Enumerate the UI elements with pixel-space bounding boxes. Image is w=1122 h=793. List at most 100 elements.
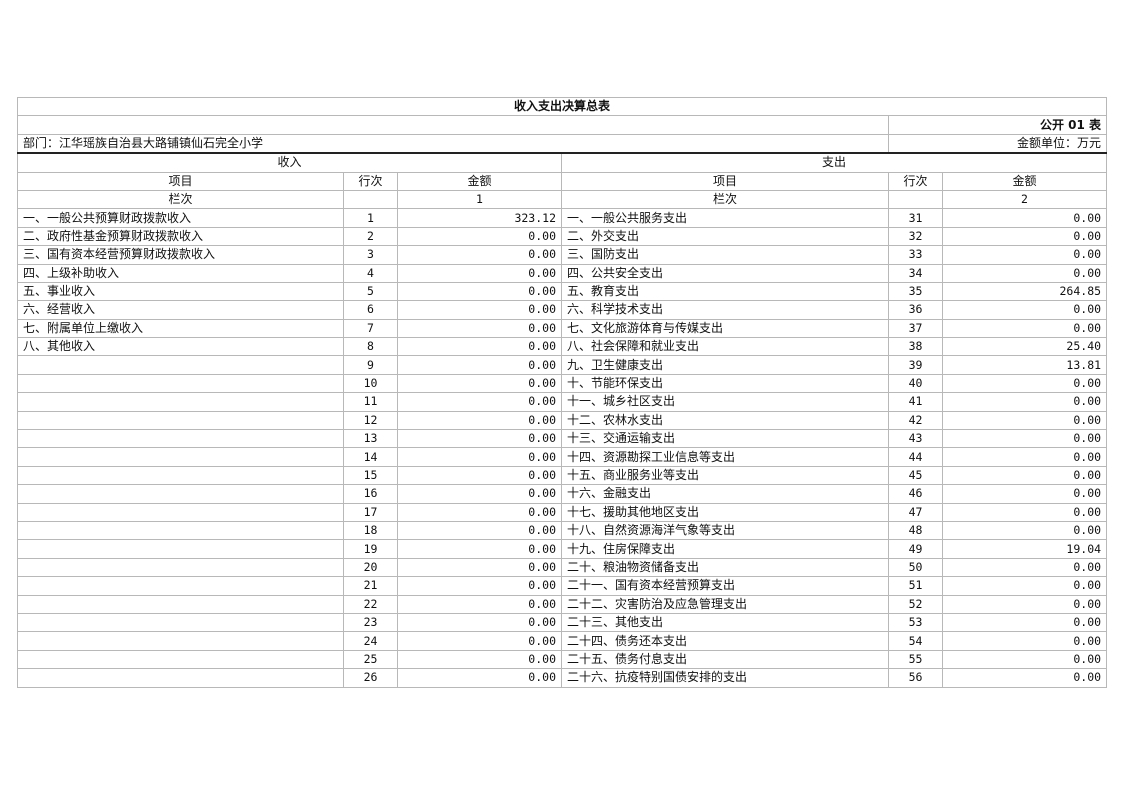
table-row: 10 0.00 十、节能环保支出 40 0.00 <box>17 373 1108 394</box>
income-item <box>17 520 344 541</box>
expense-item: 一、一般公共服务支出 <box>561 208 889 228</box>
expense-amount: 0.00 <box>941 208 1108 228</box>
expense-amount: 0.00 <box>941 649 1108 670</box>
income-row-no: 22 <box>343 594 398 614</box>
income-row-no: 9 <box>343 355 398 375</box>
form-code-row: 公开 01 表 <box>17 115 1108 135</box>
expense-amount: 0.00 <box>941 631 1108 651</box>
expense-amount: 0.00 <box>941 429 1108 449</box>
income-row-no: 19 <box>343 539 398 559</box>
table-row: 一、一般公共预算财政拨款收入 1 323.12 一、一般公共服务支出 31 0.00 <box>17 208 1108 228</box>
expense-amount: 0.00 <box>941 373 1108 394</box>
income-amount: 0.00 <box>397 612 562 633</box>
expense-row-no-header: 行次 <box>888 171 943 191</box>
expense-item: 二十四、债务还本支出 <box>561 631 889 651</box>
income-row-no: 23 <box>343 612 398 633</box>
income-item <box>17 410 344 431</box>
income-item <box>17 429 344 449</box>
expense-item: 二十二、灾害防治及应急管理支出 <box>561 594 889 614</box>
income-item: 六、经营收入 <box>17 300 344 320</box>
income-item: 八、其他收入 <box>17 337 344 357</box>
table-row: 17 0.00 十七、援助其他地区支出 47 0.00 <box>17 502 1108 522</box>
expense-amount: 264.85 <box>941 281 1108 302</box>
expense-amount: 0.00 <box>941 226 1108 247</box>
table-row: 14 0.00 十四、资源勘探工业信息等支出 44 0.00 <box>17 447 1108 467</box>
table-row: 26 0.00 二十六、抗疫特别国债安排的支出 56 0.00 <box>17 668 1108 688</box>
income-amount: 0.00 <box>397 355 562 375</box>
expense-row-no: 43 <box>888 429 943 449</box>
expense-item-header: 项目 <box>561 171 889 191</box>
income-item: 二、政府性基金预算财政拨款收入 <box>17 226 344 247</box>
expense-row-no: 41 <box>888 392 943 412</box>
table-row: 21 0.00 二十一、国有资本经营预算支出 51 0.00 <box>17 576 1108 596</box>
expense-item: 二十、粮油物资储备支出 <box>561 557 889 578</box>
income-amount: 0.00 <box>397 520 562 541</box>
income-amount: 323.12 <box>397 208 562 228</box>
expense-row-no: 35 <box>888 281 943 302</box>
income-column-no: 1 <box>397 189 562 210</box>
table-row: 12 0.00 十二、农林水支出 42 0.00 <box>17 410 1108 431</box>
expense-row-no: 47 <box>888 502 943 522</box>
income-item <box>17 484 344 504</box>
income-row-no-header: 行次 <box>343 171 398 191</box>
income-amount: 0.00 <box>397 557 562 578</box>
income-item: 四、上级补助收入 <box>17 263 344 283</box>
income-item <box>17 594 344 614</box>
expense-item: 二十一、国有资本经营预算支出 <box>561 576 889 596</box>
expense-row-no: 31 <box>888 208 943 228</box>
expense-row-no: 46 <box>888 484 943 504</box>
income-amount: 0.00 <box>397 245 562 265</box>
table-row: 15 0.00 十五、商业服务业等支出 45 0.00 <box>17 465 1108 486</box>
expense-amount: 0.00 <box>941 465 1108 486</box>
income-amount: 0.00 <box>397 631 562 651</box>
income-item <box>17 447 344 467</box>
income-item <box>17 465 344 486</box>
expense-amount: 0.00 <box>941 594 1108 614</box>
expense-item: 八、社会保障和就业支出 <box>561 337 889 357</box>
expense-amount: 0.00 <box>941 318 1108 339</box>
expense-amount: 25.40 <box>941 337 1108 357</box>
table-row: 18 0.00 十八、自然资源海洋气象等支出 48 0.00 <box>17 520 1108 541</box>
expense-column-label: 栏次 <box>561 189 889 210</box>
expense-amount: 0.00 <box>941 263 1108 283</box>
table-row: 19 0.00 十九、住房保障支出 49 19.04 <box>17 539 1108 559</box>
income-row-no: 1 <box>343 208 398 228</box>
expense-item: 十七、援助其他地区支出 <box>561 502 889 522</box>
department: 部门：江华瑶族自治县大路铺镇仙石完全小学 <box>17 133 889 155</box>
income-item-header: 项目 <box>17 171 344 191</box>
income-amount: 0.00 <box>397 465 562 486</box>
expense-item: 十六、金融支出 <box>561 484 889 504</box>
expense-row-no: 52 <box>888 594 943 614</box>
expense-row-no: 36 <box>888 300 943 320</box>
income-amount: 0.00 <box>397 373 562 394</box>
expense-amount: 13.81 <box>941 355 1108 375</box>
expense-amount: 0.00 <box>941 520 1108 541</box>
expense-row-no: 45 <box>888 465 943 486</box>
expense-item: 七、文化旅游体育与传媒支出 <box>561 318 889 339</box>
income-item: 三、国有资本经营预算财政拨款收入 <box>17 245 344 265</box>
table-row: 六、经营收入 6 0.00 六、科学技术支出 36 0.00 <box>17 300 1108 320</box>
income-amount: 0.00 <box>397 576 562 596</box>
income-item: 七、附属单位上缴收入 <box>17 318 344 339</box>
income-item <box>17 649 344 670</box>
income-row-no: 11 <box>343 392 398 412</box>
income-row-no: 10 <box>343 373 398 394</box>
income-row-no: 2 <box>343 226 398 247</box>
income-item: 一、一般公共预算财政拨款收入 <box>17 208 344 228</box>
expense-row-no: 51 <box>888 576 943 596</box>
table-row: 20 0.00 二十、粮油物资储备支出 50 0.00 <box>17 557 1108 578</box>
expense-item: 二十五、债务付息支出 <box>561 649 889 670</box>
section-header-row: 收入 支出 <box>17 152 1108 173</box>
income-row-no: 3 <box>343 245 398 265</box>
income-row-no: 20 <box>343 557 398 578</box>
expense-item: 四、公共安全支出 <box>561 263 889 283</box>
expense-amount: 0.00 <box>941 612 1108 633</box>
table-row: 二、政府性基金预算财政拨款收入 2 0.00 二、外交支出 32 0.00 <box>17 226 1108 247</box>
expense-row-no: 37 <box>888 318 943 339</box>
expense-item: 十八、自然资源海洋气象等支出 <box>561 520 889 541</box>
expense-column-no: 2 <box>941 189 1108 210</box>
expense-item: 二十三、其他支出 <box>561 612 889 633</box>
income-row-no: 26 <box>343 668 398 688</box>
income-amount: 0.00 <box>397 337 562 357</box>
income-item <box>17 576 344 596</box>
